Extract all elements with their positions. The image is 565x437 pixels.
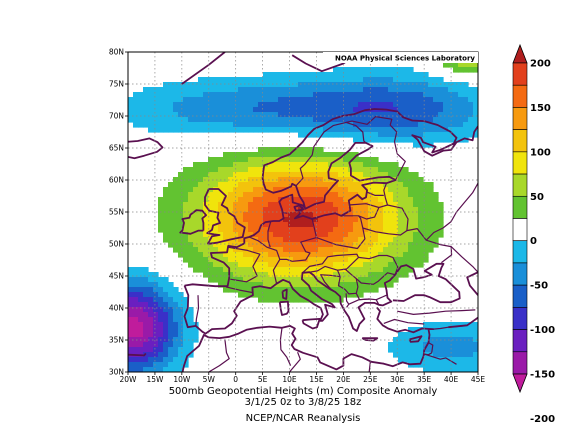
colorbar-label: 0 (530, 236, 537, 247)
colorbar-label: -100 (530, 325, 555, 336)
x-tick-label: 15E (309, 375, 324, 384)
credit-box (323, 52, 478, 63)
colorbar-swatch (512, 195, 528, 219)
lat-lon-grid (128, 52, 478, 372)
x-tick-label: 40E (444, 375, 459, 384)
colorbar-label: 100 (530, 147, 551, 158)
x-tick-label: 20W (120, 375, 138, 384)
x-tick-label: 20E (336, 375, 351, 384)
colorbar-swatch (512, 218, 528, 242)
x-tick-label: 5W (203, 375, 216, 384)
colorbar-label: 200 (530, 59, 551, 70)
x-tick-label: 30E (390, 375, 405, 384)
y-tick-label: 65N (109, 144, 124, 153)
y-tick-label: 45N (109, 272, 124, 281)
y-tick-label: 40N (109, 304, 124, 313)
colorbar-label: 50 (530, 192, 544, 203)
y-tick-label: 60N (109, 176, 124, 185)
x-tick-label: 15W (146, 375, 164, 384)
colorbar-swatch (512, 373, 528, 394)
y-tick-label: 30N (109, 368, 124, 377)
x-tick-label: 35E (417, 375, 432, 384)
x-tick-label: 5E (258, 375, 268, 384)
colorbar-swatch (512, 151, 528, 175)
colorbar-label: -200 (530, 414, 555, 425)
colorbar-label: -150 (530, 370, 555, 381)
colorbar-swatch (512, 43, 528, 64)
colorbar-swatch (512, 262, 528, 286)
colorbar-swatch (512, 129, 528, 153)
colorbar-label: -50 (530, 281, 548, 292)
colorbar-swatch (512, 329, 528, 353)
x-tick-label: 10W (173, 375, 191, 384)
colorbar-swatch (512, 351, 528, 375)
colorbar-swatch (512, 307, 528, 330)
colorbar-swatch (512, 173, 528, 197)
colorbar-swatch (512, 107, 528, 130)
y-tick-label: 55N (109, 208, 124, 217)
colorbar-label: 150 (530, 103, 551, 114)
x-tick-label: 0 (233, 375, 238, 384)
y-tick-label: 80N (109, 48, 124, 57)
colorbar-swatch (512, 284, 528, 308)
caption-line-1: 500mb Geopotential Heights (m) Composite… (168, 386, 438, 397)
y-tick-label: 70N (109, 112, 124, 121)
y-tick-label: 50N (109, 240, 124, 249)
y-tick-label: 35N (109, 336, 124, 345)
axis-ticks: 20W 15W 10W 5W 0 5E 10E 15E 20E 25E 30E 35E 40E 45E 30… (109, 48, 486, 384)
colorbar-swatch (512, 240, 528, 264)
credit-label: NOAA Physical Sciences Laboratory (335, 55, 475, 63)
x-tick-label: 25E (363, 375, 378, 384)
x-tick-label: 10E (282, 375, 297, 384)
x-tick-label: 45E (471, 375, 486, 384)
caption-line-3: NCEP/NCAR Reanalysis (245, 413, 361, 424)
colorbar-swatch (512, 62, 528, 86)
coastlines (128, 52, 478, 372)
y-tick-label: 75N (109, 80, 124, 89)
colorbar-swatch (512, 84, 528, 108)
colorbar: 200 150 100 50 0 -50 -100 -150 -200 (512, 43, 555, 425)
caption-line-2: 3/1/25 0z to 3/8/25 18z (244, 397, 362, 408)
